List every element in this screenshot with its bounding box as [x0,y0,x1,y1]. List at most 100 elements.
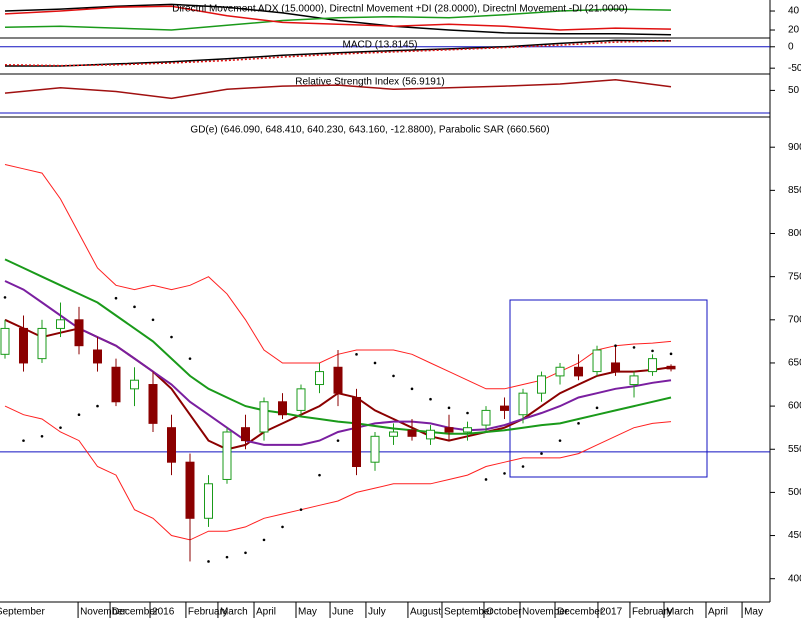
x-tick-label: November [80,607,127,618]
sar-dot [225,555,229,559]
overlay-line [4,258,672,435]
sar-dot [40,435,44,438]
sar-dot [77,413,81,417]
sar-dot [632,346,636,349]
y-tick-label: 550 [788,444,801,455]
y-tick-label: 850 [788,185,801,196]
y-tick-label: 500 [788,487,801,498]
panel-title: MACD (13.8145) [342,40,417,51]
candle-body [666,365,676,370]
sar-dot [170,335,173,339]
x-tick-label: April [708,607,728,618]
sar-dot [281,525,284,529]
sar-dot [96,404,99,408]
sar-dot [447,406,451,410]
candle-body [426,429,436,440]
line-series [4,5,672,31]
sar-dot [133,305,136,309]
sar-dot [336,439,340,442]
panel-title: Directnl Movement ADX (15.0000), Directn… [172,4,627,15]
x-tick-label: February [632,607,672,618]
sar-dot [262,538,266,542]
candle-body [389,431,399,437]
candle-body [296,388,306,411]
candle-body [629,375,639,386]
line-series [4,40,672,67]
sar-dot [373,361,377,365]
sar-dot [3,296,7,299]
sar-dot [59,426,62,429]
x-tick-label: December [557,607,604,618]
line-series [5,39,672,67]
sar-dot [503,472,506,475]
candle-body [555,366,565,377]
candle-body [278,401,288,416]
candle-body [444,427,454,433]
x-tick-label: April [256,607,276,618]
x-tick-label: 2016 [152,607,175,618]
overlay-line [4,280,672,446]
sar-dot [188,357,192,360]
candle-body [259,401,269,433]
candle-body [574,366,584,377]
candle-body [148,384,158,424]
candle-body [167,427,177,463]
y-tick-label: 50 [788,85,800,96]
candle-body [352,396,362,468]
candle-body [592,349,602,373]
candle-body [333,366,343,394]
sar-dot [244,551,247,555]
sar-dot [299,508,303,511]
sar-dot [614,344,617,347]
sar-dot [22,439,25,442]
line-series [4,3,672,36]
candle-body [111,366,121,403]
sar-dot [429,397,432,401]
sar-dot [651,349,654,353]
x-tick-label: July [368,607,386,618]
sar-dot [151,318,155,322]
candle-body [0,327,10,355]
x-tick-label: August [410,607,441,618]
sar-dot [392,374,395,378]
sar-dot [318,473,321,477]
annotation-box [509,299,708,478]
panel-title: GD(e) (646.090, 648.410, 640.230, 643.16… [190,125,549,136]
overlay-line [4,405,672,541]
y-tick-label: 20 [788,25,800,36]
y-tick-label: 40 [788,6,800,17]
x-tick-label: February [188,607,228,618]
panel-title: Relative Strength Index (56.9191) [295,77,445,88]
sar-dot [540,452,543,455]
candle-body [537,375,547,394]
sar-dot [410,387,414,391]
candle-body [241,427,251,442]
x-tick-label: 2017 [600,607,623,618]
sar-dot [355,353,358,356]
sar-dot [521,465,525,468]
y-tick-label: 700 [788,314,801,325]
x-tick-label: September [444,607,494,618]
sar-dot [558,439,562,442]
candle-body [611,362,621,373]
candle-body [185,461,195,519]
candle-body [222,431,232,480]
sar-dot [466,411,469,415]
candle-body [500,405,510,411]
candle-body [463,427,473,433]
x-tick-label: October [486,607,522,618]
candle-body [407,429,417,437]
x-tick-label: November [522,607,569,618]
y-tick-label: 600 [788,401,801,412]
sar-dot [114,296,118,300]
candle-body [648,358,658,373]
candle-body [518,392,528,416]
candle-body [370,435,380,463]
y-tick-label: 900 [788,142,801,153]
y-tick-label: 0 [788,41,794,52]
y-tick-label: 800 [788,228,801,239]
x-tick-label: May [744,607,763,618]
y-tick-label: -50 [788,63,801,74]
y-tick-label: 650 [788,358,801,369]
